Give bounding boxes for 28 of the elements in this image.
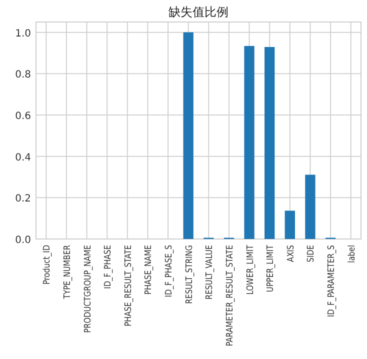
bar bbox=[244, 46, 254, 239]
chart-title: 缺失值比例 bbox=[168, 5, 228, 19]
x-tick-label: AXIS bbox=[284, 245, 296, 262]
y-tick-label: 0.0 bbox=[15, 235, 31, 246]
x-tick-label: label bbox=[346, 245, 357, 263]
x-tick-label: ID_F_PHASE_S bbox=[162, 245, 174, 298]
bar bbox=[183, 32, 194, 239]
bar bbox=[264, 47, 275, 239]
x-tick-label: LOWER_LIMIT bbox=[244, 244, 255, 295]
x-tick-label: SIDE bbox=[304, 245, 316, 262]
y-tick-label: 0.4 bbox=[15, 152, 31, 164]
x-tick-label: RESULT_STRING bbox=[183, 245, 194, 304]
x-tick-label: TYPE_NUMBER bbox=[61, 244, 72, 300]
bar bbox=[305, 174, 316, 239]
x-tick-label: PRODUCTGROUP_NAME bbox=[82, 245, 92, 333]
x-tick-label: Product_ID bbox=[40, 245, 52, 285]
x-tick-label: UPPER_LIMIT bbox=[264, 244, 276, 292]
bar bbox=[284, 210, 295, 239]
y-tick-label: 0.2 bbox=[15, 194, 31, 205]
x-tick-label: PARAMETER_RESULT_STATE bbox=[224, 245, 235, 346]
x-tick-label: RESULT_VALUE bbox=[203, 245, 214, 300]
x-tick-label: PHASE_NAME bbox=[142, 245, 154, 295]
y-tick-label: 1.0 bbox=[15, 28, 31, 40]
x-tick-label: PHASE_RESULT_STATE bbox=[122, 245, 134, 326]
x-tick-label: ID_F_PARAMETER_S bbox=[325, 245, 336, 318]
x-tick-label: ID_F_PHASE bbox=[102, 245, 113, 289]
y-tick-label: 0.6 bbox=[15, 111, 31, 122]
y-tick-label: 0.8 bbox=[15, 70, 31, 81]
